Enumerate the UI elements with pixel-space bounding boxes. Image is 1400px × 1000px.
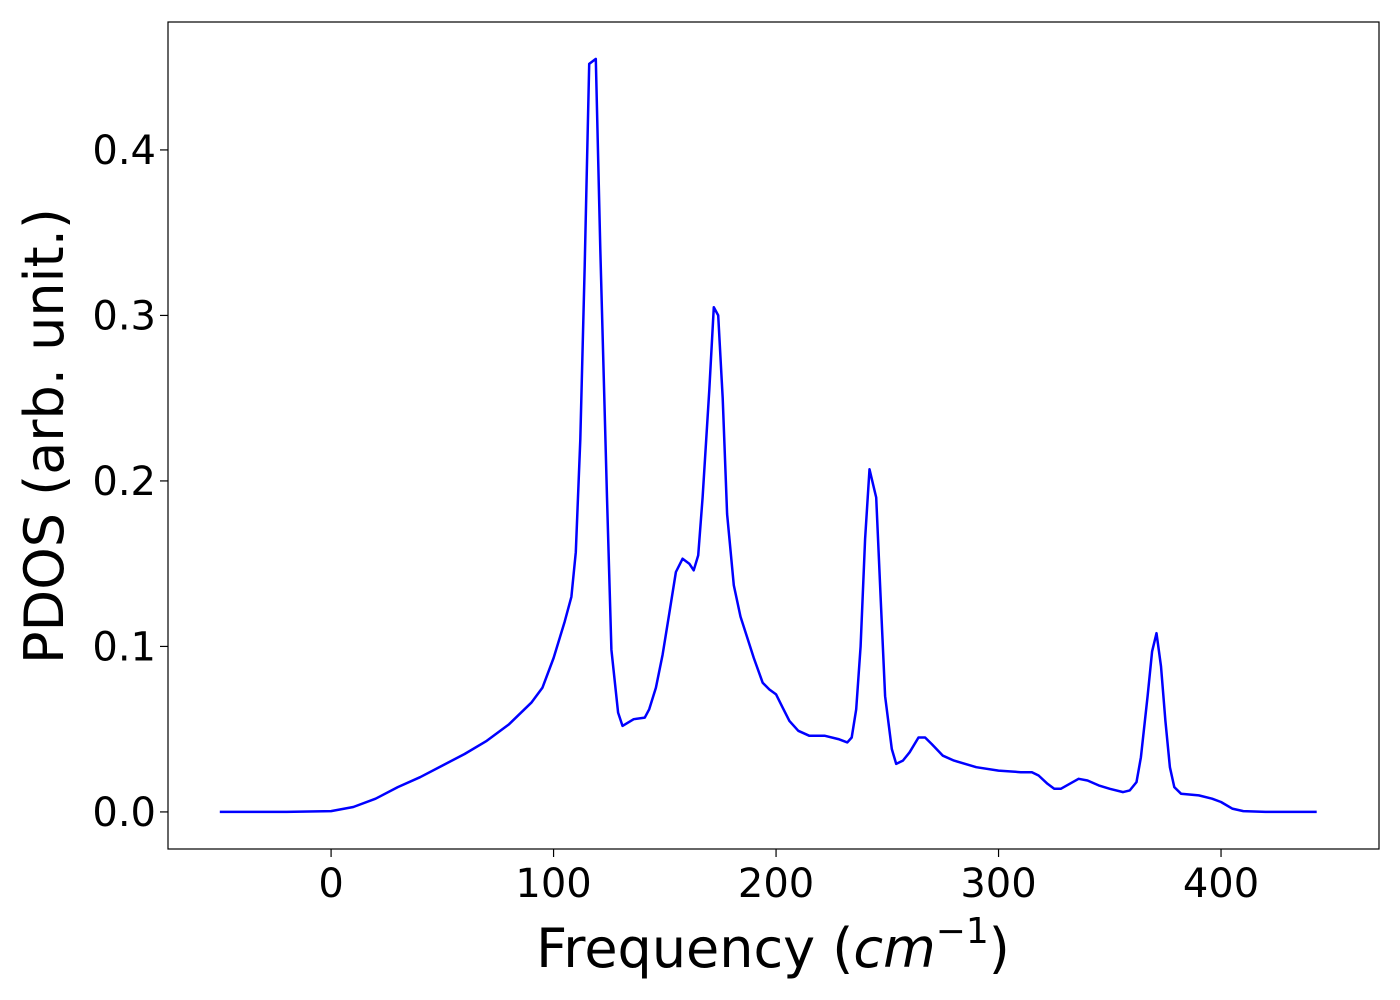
x-tick-label: 0 (318, 861, 343, 907)
x-axis-label: Frequency (cm−1) (536, 911, 1010, 980)
y-axis-label: PDOS (arb. unit.) (13, 208, 76, 664)
x-label-text: ) (989, 917, 1010, 980)
y-tick-label: 0.4 (92, 128, 156, 174)
y-tick-label: 0.0 (92, 790, 156, 836)
x-label-text: Frequency ( (536, 917, 853, 980)
x-tick-label: 300 (960, 861, 1036, 907)
y-tick-label: 0.3 (92, 293, 156, 339)
x-label-sup: −1 (936, 911, 989, 952)
x-label-math: cm (853, 917, 935, 980)
data-line (219, 57, 1317, 814)
plot-frame (167, 21, 1380, 850)
y-tick-label: 0.2 (92, 459, 156, 505)
x-tick-label: 400 (1183, 861, 1259, 907)
y-tick-label: 0.1 (92, 624, 156, 670)
x-tick-label: 200 (738, 861, 814, 907)
x-tick-label: 100 (515, 861, 591, 907)
